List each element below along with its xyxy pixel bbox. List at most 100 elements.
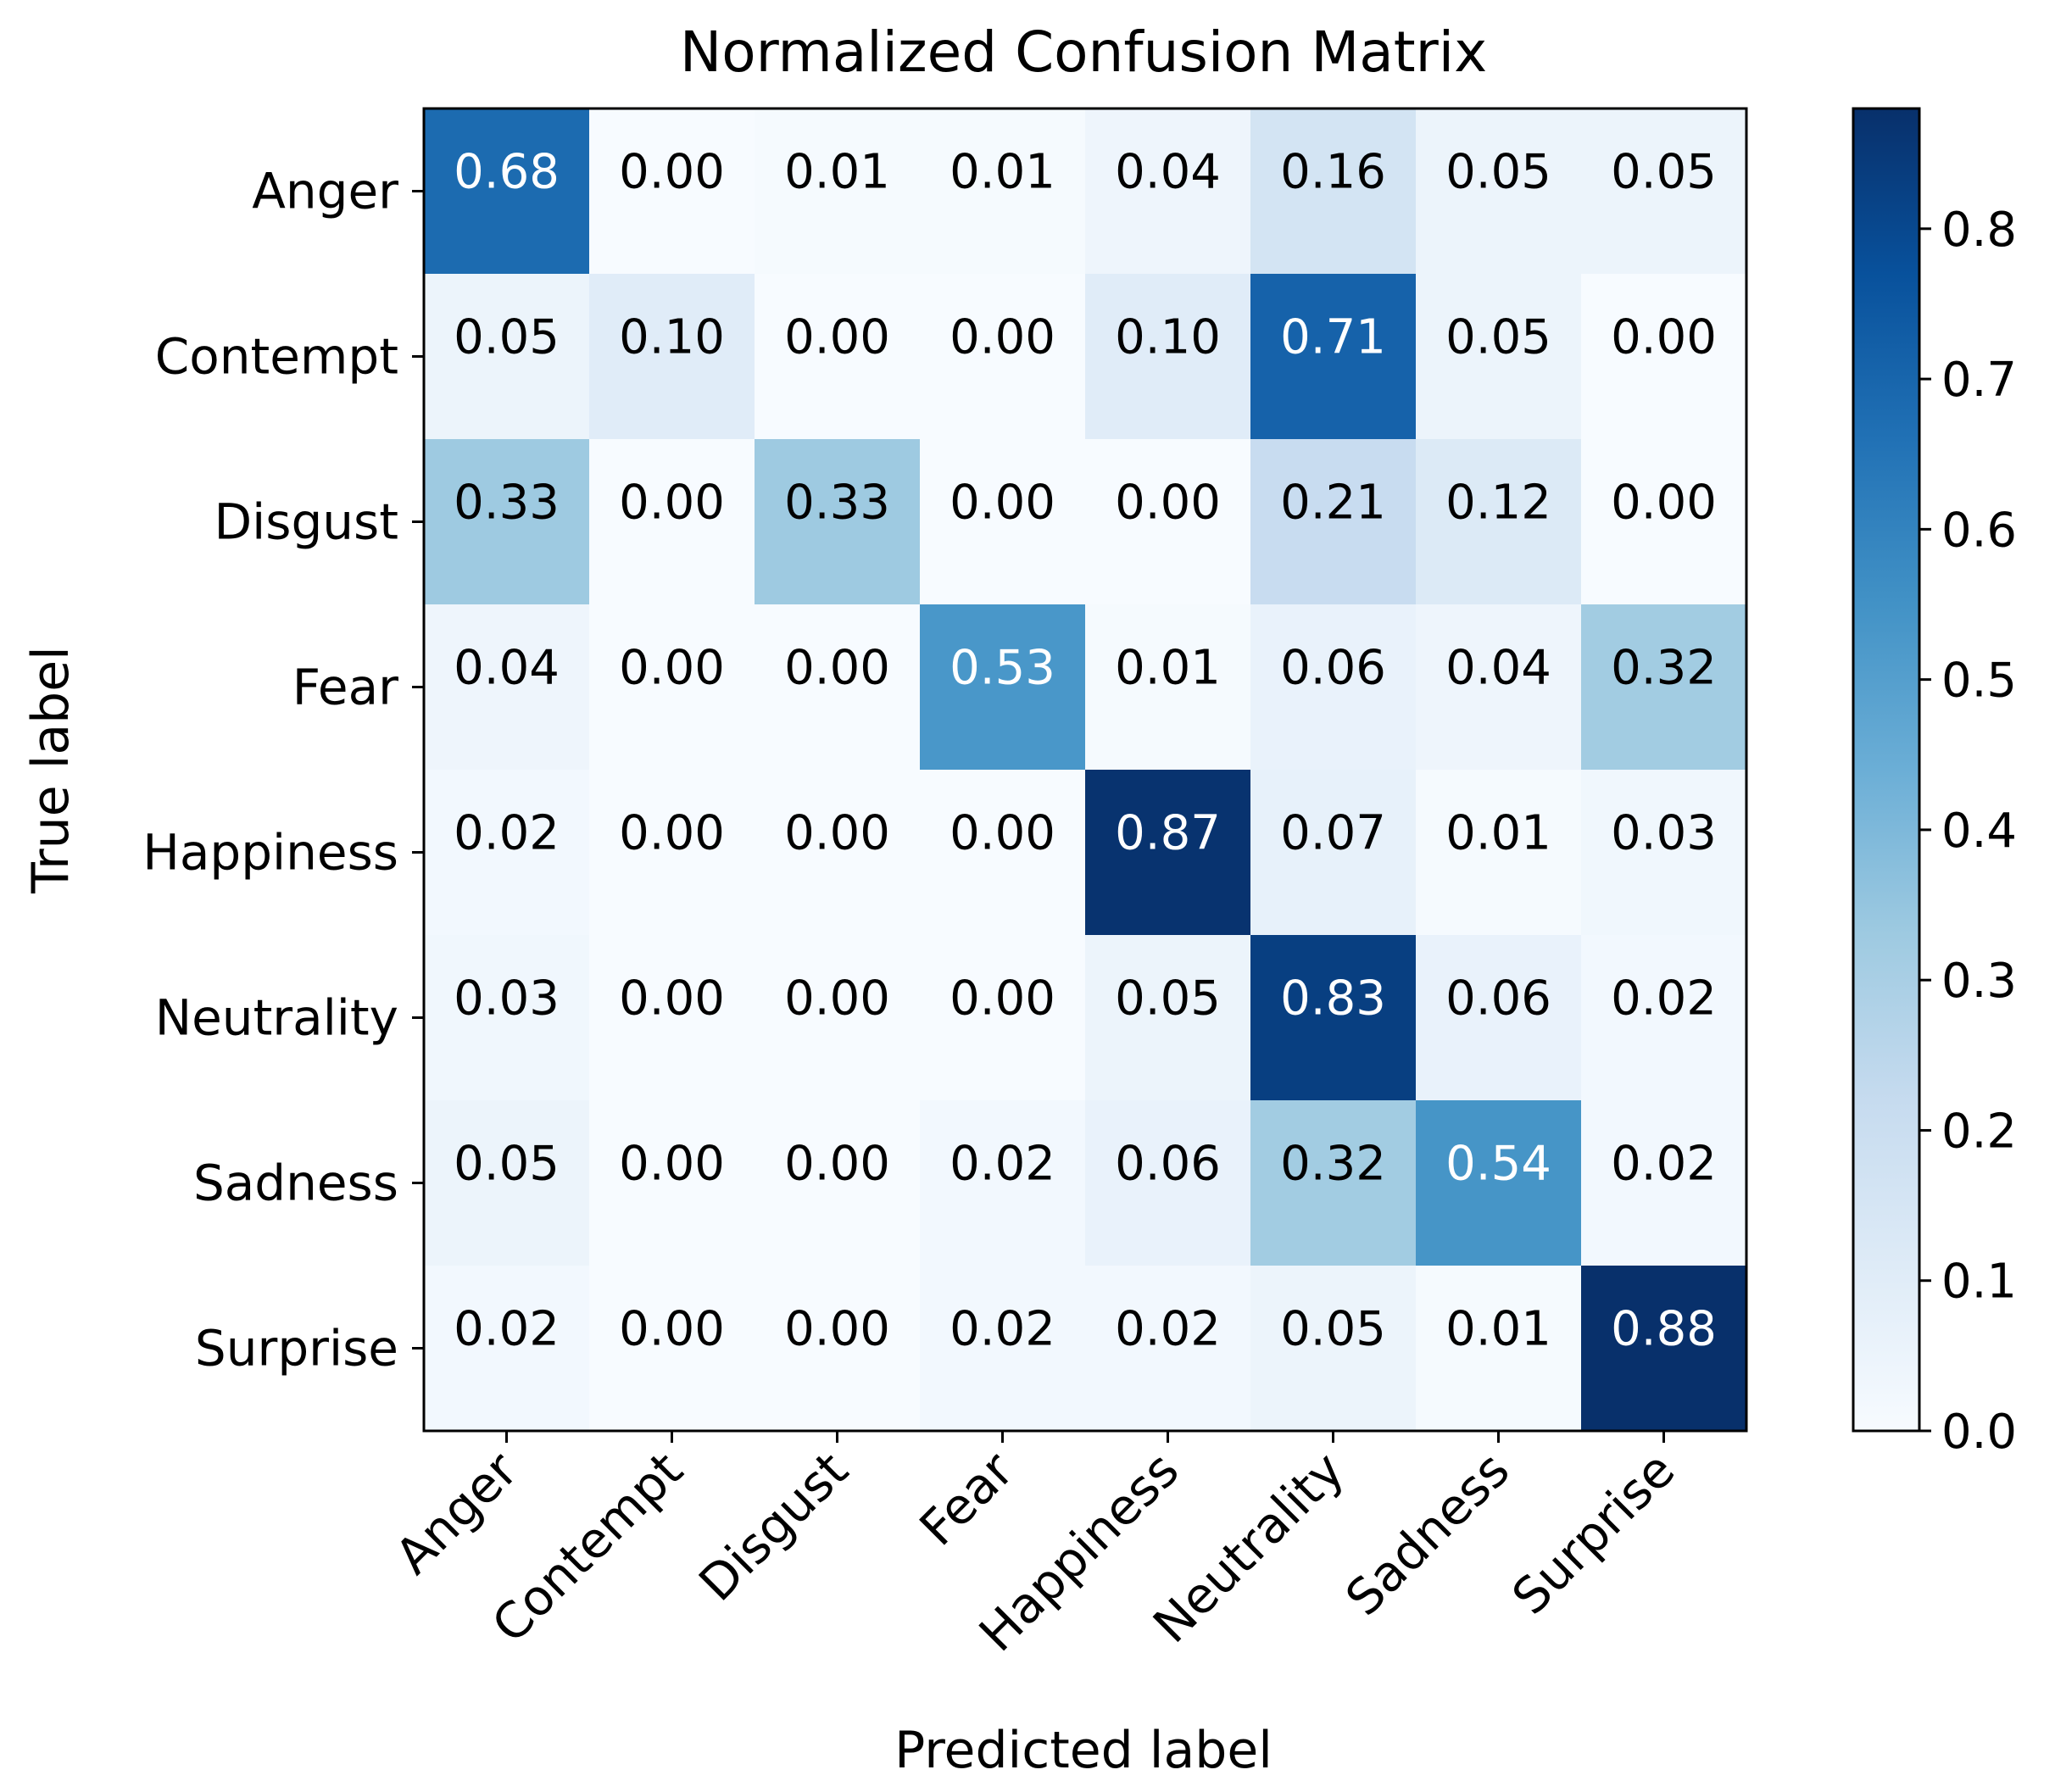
cell-value-label: 0.00	[619, 806, 725, 861]
heatmap-cell	[424, 604, 590, 771]
heatmap-cell	[1416, 1266, 1582, 1432]
cell-value-label: 0.05	[1445, 145, 1551, 200]
heatmap-cells	[424, 109, 1747, 1432]
cell-value-label: 0.02	[950, 1137, 1055, 1192]
heatmap-cell	[1250, 604, 1417, 771]
cell-value-label: 0.00	[1115, 476, 1221, 531]
heatmap-cell	[1581, 274, 1747, 440]
colorbar-tick-label: 0.1	[1941, 1255, 2017, 1310]
cell-value-label: 0.05	[454, 1137, 560, 1192]
heatmap-cell	[424, 1100, 590, 1266]
cell-value-label: 0.04	[1445, 641, 1551, 696]
heatmap-cell	[1250, 1100, 1417, 1266]
cell-value-label: 0.00	[619, 1302, 725, 1357]
cell-value-label: 0.06	[1445, 971, 1551, 1027]
colorbar-tick-label: 0.5	[1941, 654, 2017, 709]
cell-value-label: 0.71	[1280, 310, 1386, 365]
colorbar-tick-label: 0.8	[1941, 203, 2017, 258]
heatmap-cell	[920, 604, 1086, 771]
heatmap-cell	[1085, 604, 1251, 771]
heatmap-cell	[1581, 109, 1747, 275]
heatmap-cell-labels: 0.68 0.00 0.01 0.01 0.04 0.16 0.05 0.05 0.05 0.10…	[454, 145, 1717, 1357]
cell-value-label: 0.00	[950, 806, 1055, 861]
heatmap-cell	[1085, 109, 1251, 275]
cell-value-label: 0.00	[950, 971, 1055, 1027]
y-tick-label: Anger	[252, 163, 398, 220]
heatmap-cell	[424, 109, 590, 275]
heatmap-cell	[424, 1266, 590, 1432]
heatmap-cell	[1416, 935, 1582, 1101]
heatmap-cell	[424, 439, 590, 605]
heatmap-cell	[1250, 439, 1417, 605]
heatmap-cell	[755, 439, 921, 605]
cell-value-label: 0.00	[784, 1302, 890, 1357]
colorbar	[1852, 107, 1921, 1433]
cell-value-label: 0.03	[454, 971, 560, 1027]
heatmap-cell	[1250, 1266, 1417, 1432]
cell-value-label: 0.21	[1280, 476, 1386, 531]
heatmap-cell	[1416, 439, 1582, 605]
cell-value-label: 0.00	[619, 971, 725, 1027]
heatmap-cell	[1416, 109, 1582, 275]
cell-value-label: 0.01	[1445, 806, 1551, 861]
heatmap-cell	[1581, 1266, 1747, 1432]
heatmap-cell	[1581, 935, 1747, 1101]
y-tick-label: Contempt	[155, 328, 398, 386]
cell-value-label: 0.00	[619, 1137, 725, 1192]
heatmap-cell	[920, 935, 1086, 1101]
heatmap-cell	[755, 109, 921, 275]
heatmap-cell	[1581, 604, 1747, 771]
cell-value-label: 0.12	[1445, 476, 1551, 531]
y-tick-label: Disgust	[214, 493, 398, 551]
cell-value-label: 0.02	[1611, 1137, 1717, 1192]
cell-value-label: 0.05	[1611, 145, 1717, 200]
cell-value-label: 0.01	[784, 145, 890, 200]
colorbar-tick-label: 0.7	[1941, 353, 2017, 408]
cell-value-label: 0.01	[1115, 641, 1221, 696]
heatmap-cell	[589, 439, 755, 605]
y-axis-ticks: Anger Contempt Disgust Fear Happiness Neutral…	[142, 163, 424, 1377]
colorbar-tick-label: 0.2	[1941, 1104, 2017, 1159]
heatmap-cell	[1416, 274, 1582, 440]
cell-value-label: 0.01	[1445, 1302, 1551, 1357]
heatmap-cell	[1085, 935, 1251, 1101]
cell-value-label: 0.05	[1115, 971, 1221, 1027]
heatmap-cell	[424, 935, 590, 1101]
heatmap-cell	[920, 439, 1086, 605]
heatmap-cell	[1085, 770, 1251, 936]
heatmap-cell	[1085, 274, 1251, 440]
cell-value-label: 0.02	[950, 1302, 1055, 1357]
cell-value-label: 0.05	[1280, 1302, 1386, 1357]
heatmap-cell	[1085, 1266, 1251, 1432]
cell-value-label: 0.06	[1280, 641, 1386, 696]
heatmap-cell	[920, 274, 1086, 440]
heatmap-cell	[1581, 439, 1747, 605]
cell-value-label: 0.00	[784, 971, 890, 1027]
heatmap-cell	[755, 604, 921, 771]
heatmap-cell	[920, 109, 1086, 275]
heatmap-cell	[1581, 1100, 1747, 1266]
colorbar-tick-label: 0.6	[1941, 503, 2017, 558]
y-tick-label: Sadness	[193, 1155, 398, 1212]
cell-value-label: 0.05	[454, 310, 560, 365]
y-axis-label: True label	[21, 646, 81, 894]
cell-value-label: 0.88	[1611, 1302, 1717, 1357]
x-axis-label: Predicted label	[894, 1721, 1273, 1780]
cell-value-label: 0.00	[784, 1137, 890, 1192]
y-tick-label: Neutrality	[155, 989, 398, 1047]
cell-value-label: 0.32	[1280, 1137, 1386, 1192]
heatmap-cell	[1250, 274, 1417, 440]
cell-value-label: 0.33	[454, 476, 560, 531]
heatmap-cell	[589, 109, 755, 275]
heatmap-cell	[755, 1266, 921, 1432]
heatmap-cell	[589, 604, 755, 771]
chart-title: Normalized Confusion Matrix	[680, 19, 1487, 85]
heatmap-cell	[1250, 770, 1417, 936]
heatmap-cell	[589, 770, 755, 936]
heatmap-cell	[424, 274, 590, 440]
colorbar-tick-label: 0.0	[1941, 1405, 2017, 1460]
cell-value-label: 0.87	[1115, 806, 1221, 861]
colorbar-tick-label: 0.3	[1941, 954, 2017, 1009]
heatmap-cell	[589, 935, 755, 1101]
